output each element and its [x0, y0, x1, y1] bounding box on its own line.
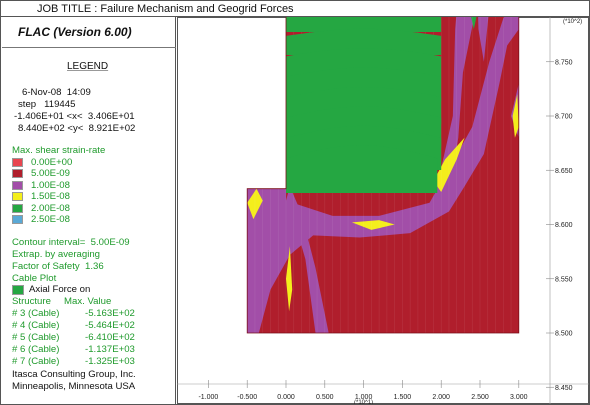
cable-row-value: -6.410E+02	[85, 332, 135, 343]
contour-swatch	[12, 215, 23, 224]
x-multiplier: (*10^1)	[354, 400, 373, 404]
y-multiplier: (*10^2)	[563, 19, 582, 25]
cable-row-value: -1.137E+03	[85, 344, 135, 355]
axial-force-label: Axial Force on	[29, 284, 91, 295]
title-divider	[2, 47, 176, 48]
contour-swatch	[12, 158, 23, 167]
cable-row-name: # 5 (Cable)	[12, 332, 60, 343]
legend-title: LEGEND	[67, 61, 109, 72]
company-location: Minneapolis, Minnesota USA	[12, 381, 136, 392]
contour-swatch	[12, 180, 23, 190]
legend-x-range: -1.406E+01 <x< 3.406E+01	[14, 111, 135, 122]
cable-row-name: # 6 (Cable)	[12, 344, 60, 355]
strain-green-crest	[471, 17, 477, 30]
shear-band-crest	[478, 17, 489, 62]
x-tick-label: 0.000	[277, 394, 295, 401]
y-tick-label: 8.650	[555, 168, 573, 175]
contour-swatch	[12, 192, 23, 202]
cable-row-name: # 7 (Cable)	[12, 356, 60, 367]
contour-interval: Contour interval= 5.00E-09	[12, 237, 130, 248]
axial-force-swatch	[12, 285, 24, 295]
cable-row-name: # 3 (Cable)	[12, 308, 60, 319]
x-tick-label: -0.500	[237, 394, 257, 401]
legend-y-range: 8.440E+02 <y< 8.921E+02	[18, 123, 136, 134]
x-tick-label: -1.000	[198, 394, 218, 401]
strain-yellow-3	[433, 137, 465, 192]
strain-yellow-right	[512, 94, 519, 138]
shear-band-upper	[433, 17, 475, 203]
y-tick-label: 8.550	[555, 276, 573, 283]
cable-row-value: -5.163E+02	[85, 308, 135, 319]
contour-swatch	[12, 203, 23, 213]
contour-level-label: 2.00E-08	[31, 202, 70, 214]
job-title: JOB TITLE : Failure Mechanism and Geogri…	[1, 1, 589, 17]
cable-plot-title: Cable Plot	[12, 273, 57, 284]
legend-step: step 119445	[18, 99, 76, 110]
domain-outline	[246, 17, 520, 334]
strain-yellow-toe	[247, 188, 263, 220]
contour-level-label: 1.50E-08	[31, 191, 70, 203]
geogrid-layer	[286, 28, 442, 56]
x-tick-label: 0.500	[316, 394, 334, 401]
geogrid-layer	[286, 17, 442, 33]
strain-yellow-1	[286, 246, 293, 312]
cable-row-name: # 4 (Cable)	[12, 320, 60, 331]
y-tick-label: 8.700	[555, 114, 573, 121]
strain-yellow-2	[351, 220, 395, 230]
plot-area: -1.000 -0.500 0.000 0.500 1.000 1.500 2.000 2.5…	[177, 17, 589, 404]
shear-band-lower	[247, 17, 519, 333]
x-tick-label: 2.000	[432, 394, 450, 401]
contour-level-label: 0.00E+00	[31, 157, 73, 168]
app-title: FLAC (Version 6.00)	[18, 25, 132, 39]
x-tick-label: 3.000	[510, 394, 528, 401]
structure-header: Structure	[12, 296, 51, 307]
y-tick-label: 8.500	[555, 331, 573, 338]
geogrid-layer	[286, 145, 438, 194]
y-tick-label: 8.450	[555, 385, 573, 392]
legend-date: 6-Nov-08 14:09	[22, 87, 91, 98]
y-tick-label: 8.600	[555, 222, 573, 229]
contour-plot: -1.000 -0.500 0.000 0.500 1.000 1.500 2.000 2.5…	[177, 17, 589, 404]
cable-row-value: -1.325E+03	[85, 356, 135, 367]
company-name: Itasca Consulting Group, Inc.	[12, 369, 136, 380]
x-tick-label: 1.000	[355, 394, 373, 401]
factor-of-safety: Factor of Safety 1.36	[12, 261, 104, 272]
max-value-header: Max. Value	[64, 296, 112, 307]
contour-level-label: 1.00E-08	[31, 179, 70, 191]
contour-title: Max. shear strain-rate	[12, 145, 106, 156]
contour-level-label: 5.00E-09	[31, 168, 70, 180]
contour-level-label: 2.50E-08	[31, 214, 70, 225]
contour-extrapolation: Extrap. by averaging	[12, 249, 100, 260]
legend-panel: FLAC (Version 6.00) LEGEND 6-Nov-08 14:0…	[1, 17, 176, 404]
y-tick-label: 8.750	[555, 59, 573, 66]
shear-band-toe	[286, 186, 329, 333]
contour-swatch	[12, 169, 23, 179]
cable-row-value: -5.464E+02	[85, 320, 135, 331]
x-tick-label: 2.500	[471, 394, 489, 401]
x-tick-label: 1.500	[394, 394, 412, 401]
